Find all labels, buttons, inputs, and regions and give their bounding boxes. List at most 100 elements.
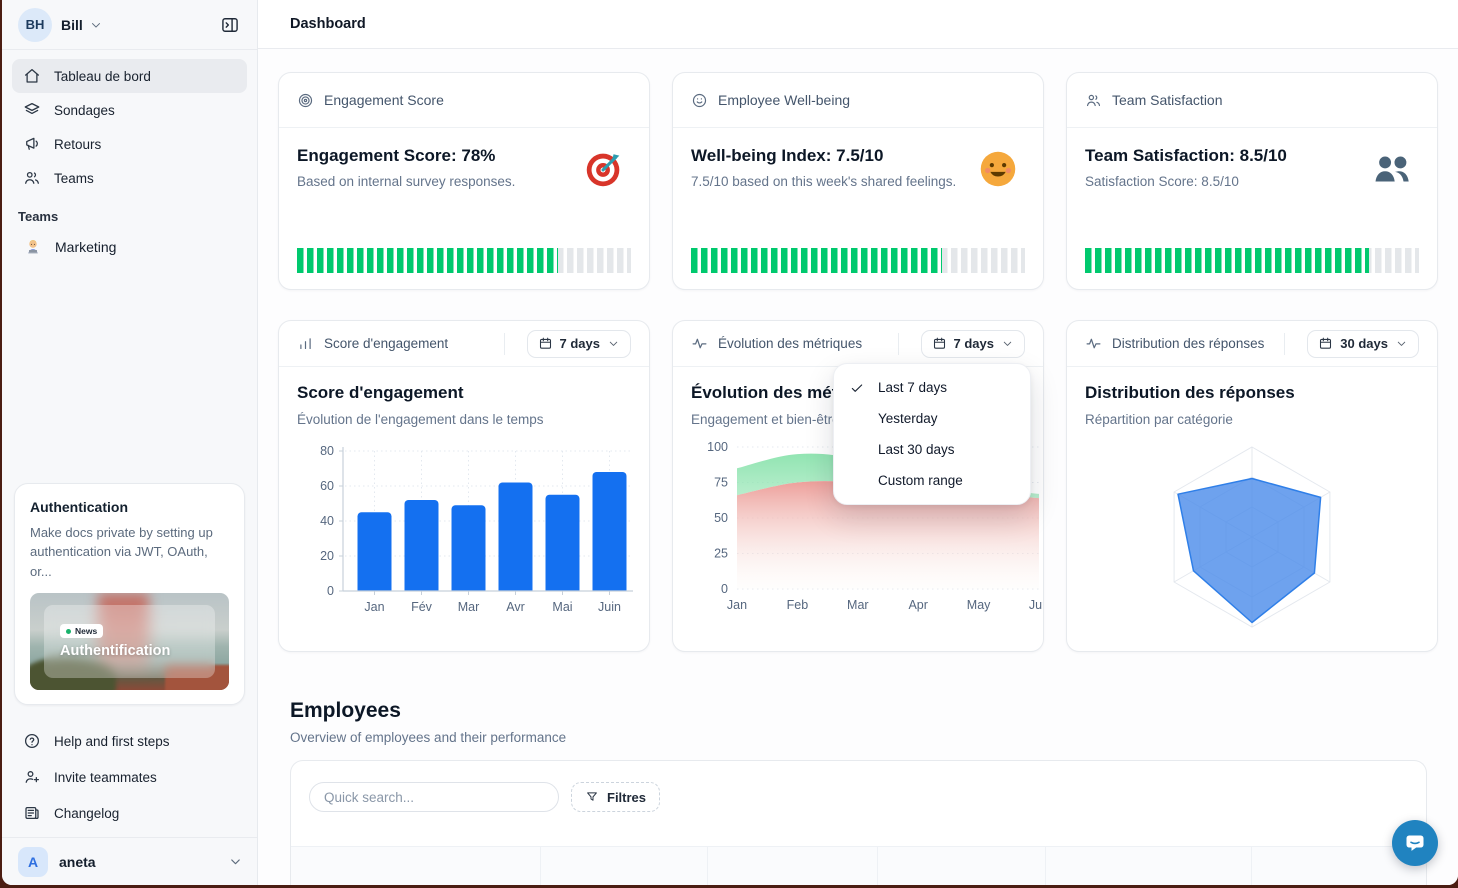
search-input[interactable] (309, 782, 559, 812)
stat-title: Engagement Score: 78% (297, 146, 496, 165)
menu-item-yesterday[interactable]: Yesterday (834, 403, 1030, 434)
sidebar-item-surveys[interactable]: Sondages (12, 93, 247, 127)
chat-button[interactable] (1392, 820, 1438, 866)
svg-text:May: May (967, 598, 991, 612)
smiley-icon (691, 92, 708, 109)
sidebar-item-teams[interactable]: Teams (12, 161, 247, 195)
stat-title: Well-being Index: 7.5/10 (691, 146, 884, 165)
period-dropdown-menu: Last 7 days Yesterday Last 30 days Custo… (833, 363, 1031, 505)
filters-button[interactable]: Filtres (571, 782, 661, 812)
check-icon (849, 380, 865, 396)
menu-item-label: Last 30 days (878, 442, 955, 457)
sidebar-item-label: Tableau de bord (54, 68, 151, 84)
sidebar-item-help[interactable]: Help and first steps (12, 723, 247, 759)
svg-text:0: 0 (721, 582, 728, 596)
column-header-user[interactable]: User (291, 847, 541, 885)
promo-glass-overlay: News Authentification (44, 605, 215, 678)
megaphone-icon (23, 135, 41, 153)
chart-title: Score d'engagement (297, 383, 464, 402)
sidebar-collapse-button[interactable] (215, 10, 245, 40)
main-content: Dashboard Engagement Score Engagement Sc… (258, 0, 1458, 885)
stat-title: Team Satisfaction: 8.5/10 (1085, 146, 1287, 165)
promo-title: Authentication (30, 498, 128, 515)
svg-text:40: 40 (320, 514, 334, 528)
sidebar-item-label: Retours (54, 136, 102, 152)
svg-text:60: 60 (320, 479, 334, 493)
technologist-emoji (23, 237, 43, 257)
chart-card-header-label: Distribution des réponses (1112, 336, 1265, 351)
promo-image[interactable]: News Authentification (30, 593, 229, 690)
target-emoji (581, 146, 627, 192)
workspace-switcher[interactable]: A aneta (2, 837, 257, 885)
footer-item-label: Invite teammates (54, 769, 157, 785)
employees-subtitle: Overview of employees and their performa… (290, 730, 567, 745)
promo-description: Make docs private by setting up authenti… (30, 524, 213, 579)
users-icon (1085, 92, 1102, 109)
help-circle-icon (23, 732, 41, 750)
chart-card-engagement-score: Score d'engagement 7 days Score d'engage… (278, 320, 650, 652)
chevron-down-icon[interactable] (89, 18, 103, 32)
period-select-7days[interactable]: 7 days (920, 329, 1025, 358)
svg-text:Mai: Mai (552, 600, 572, 614)
sidebar-item-label: Teams (54, 170, 94, 186)
period-select-30days[interactable]: 30 days (1307, 329, 1419, 358)
employees-heading: Employees (290, 699, 401, 722)
sidebar-item-changelog[interactable]: Changelog (12, 795, 247, 831)
user-name[interactable]: Bill (61, 16, 83, 33)
stat-card-engagement: Engagement Score Engagement Score: 78% B… (278, 72, 650, 290)
period-select-7days[interactable]: 7 days (526, 329, 631, 358)
svg-text:50: 50 (714, 511, 728, 525)
sidebar: BH Bill Tableau de bord Sondages Retours (2, 0, 258, 885)
calendar-icon (1318, 336, 1333, 351)
calendar-icon (932, 336, 947, 351)
users-icon (23, 169, 41, 187)
chat-bubble-icon (1403, 831, 1427, 855)
metrics-area-chart: 0 25 50 75 100 Jan Feb Mar Apr May Jun (707, 440, 1043, 612)
svg-text:0: 0 (327, 584, 334, 598)
authentication-promo-card[interactable]: Authentication Make docs private by sett… (14, 482, 245, 705)
chart-card-response-distribution: Distribution des réponses 30 days Distri… (1066, 320, 1438, 652)
stat-card-satisfaction: Team Satisfaction Team Satisfaction: 8.5… (1066, 72, 1438, 290)
calendar-icon (538, 336, 553, 351)
period-label: 7 days (953, 336, 994, 351)
column-header-participation[interactable]: Participation (878, 847, 1046, 885)
svg-text:Jan: Jan (364, 600, 384, 614)
sidebar-item-team-marketing[interactable]: Marketing (12, 230, 247, 264)
sidebar-item-invite[interactable]: Invite teammates (12, 759, 247, 795)
svg-text:Avr: Avr (506, 600, 525, 614)
layers-icon (23, 101, 41, 119)
menu-item-custom-range[interactable]: Custom range (834, 465, 1030, 496)
bar-chart-icon (297, 335, 314, 352)
svg-text:Apr: Apr (908, 598, 927, 612)
period-label: 7 days (559, 336, 600, 351)
svg-text:Juin: Juin (598, 600, 621, 614)
employees-table-header: User Team Position Participation Perform… (291, 846, 1426, 885)
menu-item-label: Yesterday (878, 411, 938, 426)
svg-text:75: 75 (714, 476, 728, 490)
sidebar-item-feedback[interactable]: Retours (12, 127, 247, 161)
footer-item-label: Changelog (54, 805, 120, 821)
menu-item-last-7-days[interactable]: Last 7 days (834, 372, 1030, 403)
period-label: 30 days (1340, 336, 1388, 351)
column-header-position[interactable]: Position (708, 847, 878, 885)
home-icon (23, 67, 41, 85)
chart-card-header-label: Évolution des métriques (718, 336, 863, 351)
menu-item-label: Last 7 days (878, 380, 948, 395)
column-header-team[interactable]: Team (541, 847, 709, 885)
team-item-label: Marketing (55, 239, 117, 255)
funnel-icon (585, 790, 599, 804)
chart-card-header-label: Score d'engagement (324, 336, 449, 351)
svg-text:Jan: Jan (727, 598, 747, 612)
menu-item-last-30-days[interactable]: Last 30 days (834, 434, 1030, 465)
target-icon (297, 92, 314, 109)
stat-description: 7.5/10 based on this week's shared feeli… (691, 174, 957, 189)
svg-text:25: 25 (714, 547, 728, 561)
stat-card-wellbeing: Employee Well-being Well-being Index: 7.… (672, 72, 1044, 290)
column-header-performance[interactable]: Performance (1046, 847, 1253, 885)
sidebar-item-dashboard[interactable]: Tableau de bord (12, 59, 247, 93)
chevron-down-icon (607, 337, 620, 350)
filters-label: Filtres (607, 789, 647, 805)
wellbeing-progress-bar (691, 248, 1025, 273)
svg-text:100: 100 (707, 440, 728, 454)
